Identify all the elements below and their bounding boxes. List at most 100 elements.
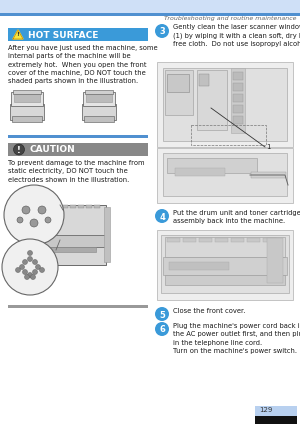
Circle shape — [20, 265, 25, 270]
Bar — [78, 205, 84, 208]
Bar — [0, 0, 300, 14]
Circle shape — [16, 268, 20, 273]
Text: CAUTION: CAUTION — [30, 145, 76, 154]
Bar — [169, 262, 229, 270]
Bar — [157, 148, 293, 203]
Circle shape — [28, 257, 32, 262]
Bar — [8, 28, 148, 41]
Circle shape — [155, 24, 169, 38]
Bar — [38, 205, 44, 208]
Bar — [10, 104, 44, 120]
Circle shape — [32, 259, 38, 265]
Circle shape — [14, 144, 25, 155]
Circle shape — [155, 307, 169, 321]
Circle shape — [17, 217, 23, 223]
Circle shape — [40, 268, 44, 273]
Bar — [62, 205, 68, 208]
Bar — [263, 238, 276, 242]
Bar — [12, 116, 42, 122]
Bar — [94, 205, 100, 208]
Bar — [167, 74, 189, 92]
Bar — [233, 105, 243, 113]
Bar — [70, 205, 76, 208]
Bar — [13, 90, 41, 94]
Circle shape — [32, 270, 38, 274]
Bar — [199, 238, 212, 242]
Bar — [255, 406, 297, 416]
Bar — [267, 238, 283, 283]
Bar — [85, 90, 113, 94]
Bar — [86, 94, 112, 102]
Bar — [36, 205, 106, 265]
Text: 129: 129 — [259, 407, 272, 413]
Circle shape — [38, 206, 46, 214]
Bar — [163, 257, 287, 275]
Text: 1: 1 — [266, 144, 271, 150]
Bar — [231, 68, 245, 133]
Text: 5: 5 — [159, 310, 165, 320]
Circle shape — [4, 185, 64, 245]
Circle shape — [30, 219, 38, 227]
Text: Put the drum unit and toner cartridge
assembly back into the machine.: Put the drum unit and toner cartridge as… — [173, 210, 300, 224]
Circle shape — [22, 259, 28, 265]
Circle shape — [45, 217, 51, 223]
Text: After you have just used the machine, some
internal parts of the machine will be: After you have just used the machine, so… — [8, 45, 158, 84]
Bar — [247, 238, 260, 242]
Bar — [163, 68, 287, 141]
Circle shape — [155, 322, 169, 336]
Bar — [165, 237, 285, 257]
Bar — [233, 94, 243, 102]
Bar — [197, 70, 227, 130]
Text: !: ! — [17, 146, 21, 155]
Circle shape — [28, 273, 32, 277]
Bar — [233, 116, 243, 124]
Circle shape — [28, 251, 32, 256]
Bar — [167, 238, 180, 242]
Bar — [14, 94, 40, 102]
Bar — [157, 230, 293, 300]
Bar — [251, 172, 286, 178]
Bar — [11, 92, 43, 106]
Bar — [46, 205, 52, 208]
Text: !: ! — [16, 33, 20, 37]
Text: Gently clean the laser scanner window
(1) by wiping it with a clean soft, dry li: Gently clean the laser scanner window (1… — [173, 24, 300, 47]
Text: 3: 3 — [159, 28, 165, 36]
Bar — [183, 238, 196, 242]
Bar — [0, 13, 300, 16]
Bar — [84, 116, 114, 122]
Bar — [8, 305, 148, 308]
Circle shape — [22, 206, 30, 214]
Bar — [41, 247, 96, 252]
Bar — [165, 70, 193, 115]
Bar — [165, 275, 285, 285]
Bar — [231, 238, 244, 242]
Circle shape — [22, 270, 28, 274]
Circle shape — [25, 274, 29, 279]
Bar — [54, 205, 60, 208]
Bar — [163, 153, 287, 196]
Bar — [83, 92, 115, 106]
Circle shape — [35, 265, 40, 270]
Bar — [175, 168, 225, 176]
Bar — [36, 235, 106, 247]
Circle shape — [31, 274, 35, 279]
Bar — [86, 205, 92, 208]
Bar — [191, 125, 266, 145]
Bar — [199, 74, 209, 86]
Circle shape — [2, 239, 58, 295]
Text: 6: 6 — [159, 326, 165, 335]
Bar — [8, 135, 148, 138]
Text: 4: 4 — [159, 212, 165, 221]
Text: Close the front cover.: Close the front cover. — [173, 308, 245, 314]
Bar — [233, 83, 243, 91]
Bar — [157, 62, 293, 147]
Polygon shape — [13, 30, 23, 39]
Bar — [82, 104, 116, 120]
Text: Troubleshooting and routine maintenance: Troubleshooting and routine maintenance — [164, 16, 297, 21]
Bar — [161, 235, 289, 293]
Text: HOT SURFACE: HOT SURFACE — [28, 31, 98, 39]
Bar — [215, 238, 228, 242]
Bar — [233, 72, 243, 80]
Bar — [167, 158, 257, 173]
Text: To prevent damage to the machine from
static electricity, DO NOT touch the
elect: To prevent damage to the machine from st… — [8, 160, 145, 182]
